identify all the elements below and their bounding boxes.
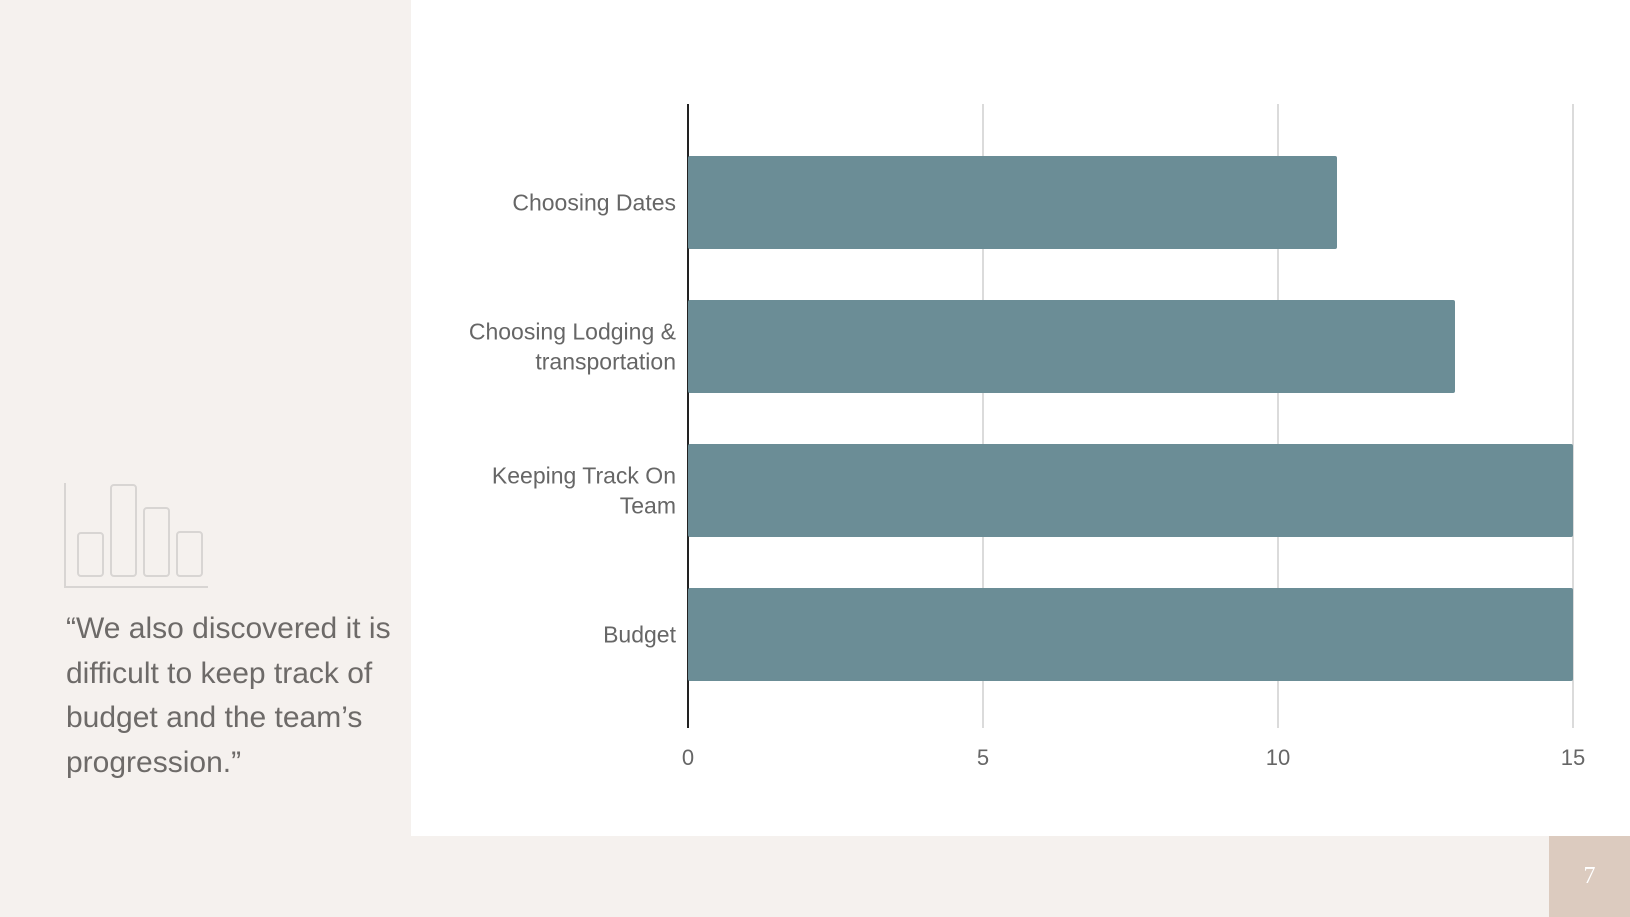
page-number: 7: [1583, 863, 1596, 889]
page-number-box: 7: [1549, 836, 1630, 917]
chart-panel: [411, 0, 1630, 836]
bar-chart-outline-icon: [64, 483, 208, 588]
quote-text: “We also discovered it is difficult to k…: [66, 612, 391, 779]
